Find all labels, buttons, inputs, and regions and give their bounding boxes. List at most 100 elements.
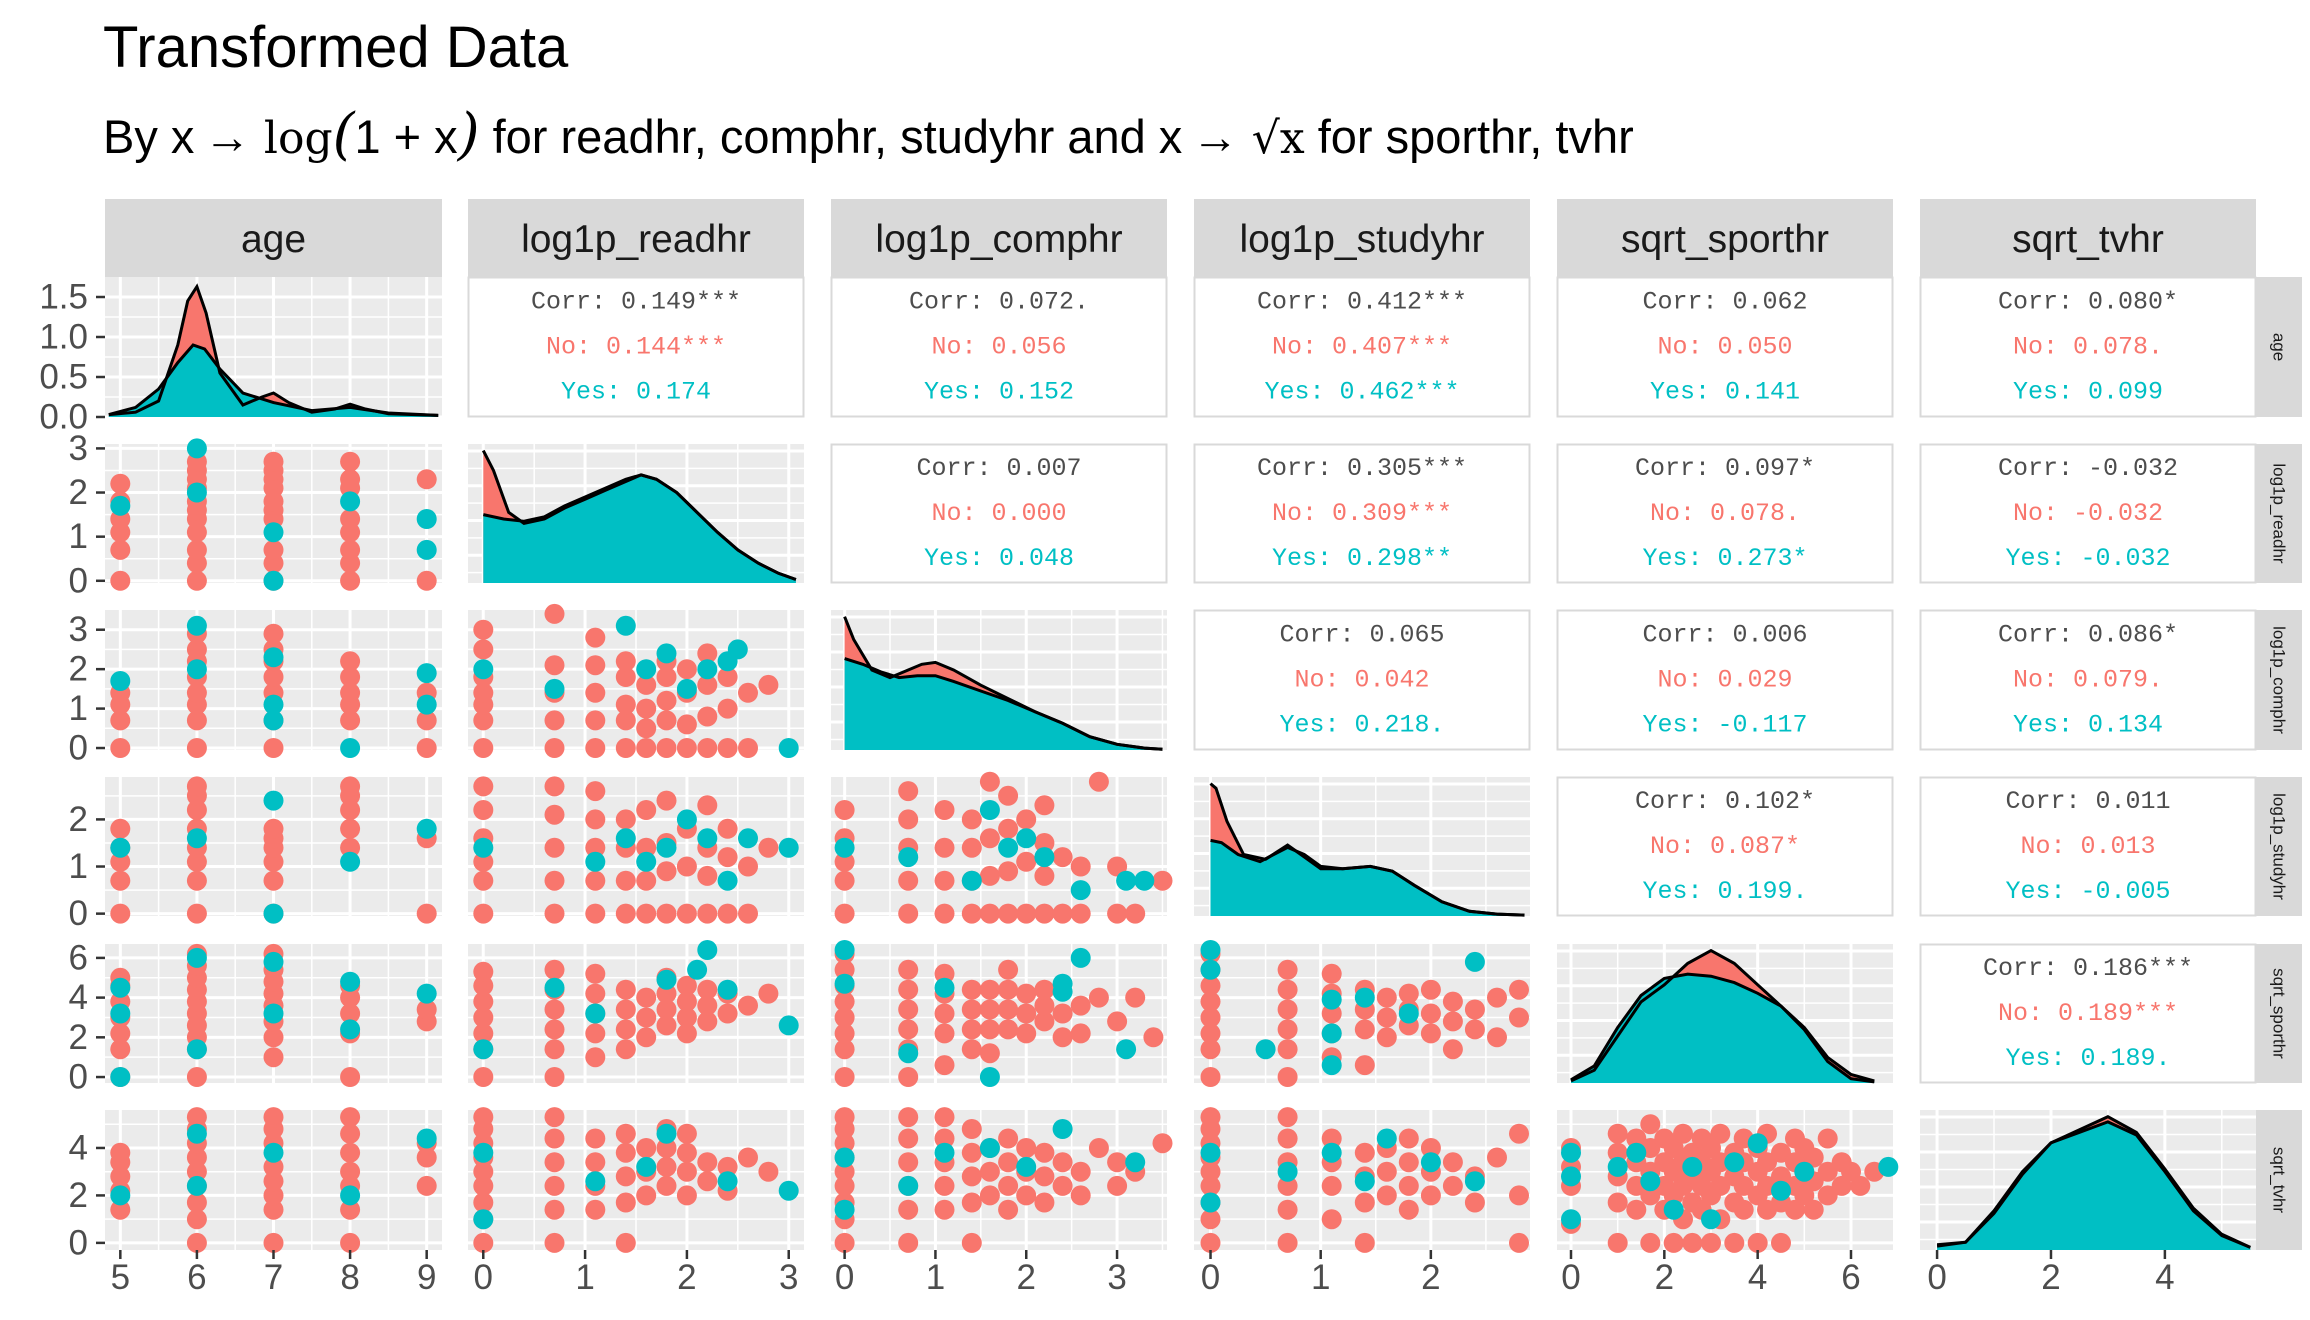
scatter-point-no	[1354, 1055, 1375, 1076]
scatter-point-yes	[110, 1185, 131, 1206]
x-tick-label: 0	[1561, 1258, 1580, 1297]
scatter-point-no	[473, 1232, 494, 1253]
scatter-point-no	[934, 837, 955, 858]
subtitle-inner: 1 + x	[354, 110, 458, 163]
scatter-point-no	[263, 818, 284, 839]
corr-no-text: No: 0.407***	[1272, 333, 1452, 362]
x-tick-label: 3	[779, 1258, 798, 1297]
scatter-point-no	[340, 539, 361, 560]
scatter-point-no	[263, 851, 284, 872]
scatter-point-yes	[1794, 1161, 1815, 1182]
scatter-point-no	[585, 983, 606, 1004]
scatter-point-no	[473, 639, 494, 660]
x-tick-label: 0	[835, 1258, 854, 1297]
correlation-panel	[1193, 609, 1531, 751]
scatter-point-yes	[1052, 1119, 1073, 1139]
scatter-point-no	[263, 738, 284, 758]
scatter-point-no	[110, 570, 131, 591]
scatter-point-no	[1321, 1175, 1342, 1196]
correlation-panel	[1556, 609, 1894, 751]
scatter-point-no	[473, 851, 494, 872]
scatter-point-no	[473, 1192, 494, 1213]
y-tick-label: 0	[69, 894, 88, 933]
scatter-point-no	[1794, 1185, 1815, 1206]
scatter-point-no	[961, 999, 982, 1020]
scatter-point-yes	[738, 828, 758, 849]
y-tick-label: 0	[69, 729, 88, 768]
corr-no-text: No: -0.032	[2013, 499, 2163, 528]
scatter-point-yes	[416, 1128, 437, 1149]
scatter-point-no	[1442, 1011, 1463, 1032]
scatter-point-no	[979, 903, 1000, 924]
y-tick-label: 4	[69, 1128, 88, 1167]
y-tick-label: 4	[69, 978, 88, 1017]
scatter-point-no	[1682, 1232, 1703, 1253]
scatter-point-no	[1376, 1185, 1397, 1206]
scatter-point-no	[656, 983, 677, 1004]
scatter-point-no	[1420, 1185, 1441, 1206]
scatter-point-no	[1277, 959, 1298, 980]
y-tick-label: 1.5	[39, 278, 88, 317]
scatter-point-yes	[1682, 1156, 1703, 1177]
scatter-point-yes	[1134, 870, 1155, 891]
scatter-point-no	[263, 1171, 284, 1192]
column-label-sqrt_sporthr: sqrt_sporthr	[1621, 218, 1829, 261]
scatter-point-yes	[340, 738, 361, 758]
corr-overall-text: Corr: 0.072.	[909, 288, 1089, 317]
scatter-point-yes	[186, 947, 207, 968]
scatter-point-yes	[263, 951, 284, 972]
scatter-point-no	[263, 1156, 284, 1177]
scatter-point-yes	[636, 659, 657, 680]
scatter-point-no	[1052, 847, 1073, 868]
scatter-point-yes	[263, 790, 284, 811]
corr-no-text: No: 0.087*	[1650, 832, 1800, 861]
scatter-point-no	[898, 903, 919, 924]
scatter-point-no	[186, 1147, 207, 1168]
scatter-point-yes	[110, 837, 131, 858]
scatter-point-yes	[416, 983, 437, 1004]
scatter-point-yes	[1607, 1156, 1628, 1177]
scatter-point-no	[544, 738, 565, 758]
density-line-yes-log1p_comphr	[844, 657, 1163, 751]
corr-no-text: No: 0.042	[1294, 666, 1429, 695]
scatter-point-yes	[1321, 989, 1342, 1010]
scatter-point-no	[186, 539, 207, 560]
scatter-point-no	[186, 870, 207, 891]
scatter-point-no	[1070, 1161, 1091, 1182]
density-area-yes-log1p_comphr	[844, 658, 1163, 750]
scatter-point-no	[1070, 995, 1091, 1016]
scatter-point-yes	[778, 1180, 799, 1201]
scatter-point-yes	[834, 940, 855, 960]
density-area-yes-age	[108, 345, 439, 417]
scatter-point-no	[676, 991, 697, 1012]
scatter-point-no	[656, 1015, 677, 1036]
subtitle-log: log	[263, 113, 333, 164]
corr-yes-text: Yes: 0.462***	[1264, 378, 1459, 407]
x-tick-label: 2	[677, 1258, 696, 1297]
scatter-point-no	[738, 682, 758, 703]
scatter-point-no	[186, 776, 207, 797]
scatter-point-no	[1626, 1199, 1647, 1220]
scatter-point-no	[1420, 979, 1441, 1000]
scatter-point-no	[544, 1128, 565, 1149]
density-line-yes-log1p_studyhr	[1210, 838, 1525, 917]
scatter-point-no	[979, 1185, 1000, 1206]
correlation-panel	[1919, 443, 2257, 584]
scatter-point-no	[898, 1019, 919, 1040]
scatter-point-no	[834, 991, 855, 1012]
scatter-point-no	[961, 1192, 982, 1213]
scatter-point-no	[1442, 1039, 1463, 1060]
scatter-point-no	[1663, 1232, 1684, 1253]
scatter-point-no	[1509, 1123, 1529, 1144]
scatter-point-no	[186, 851, 207, 872]
scatter-point-no	[1724, 1232, 1745, 1253]
scatter-point-no	[656, 999, 677, 1020]
scatter-point-yes	[416, 663, 437, 684]
scatter-point-no	[1107, 1011, 1128, 1032]
scatter-point-no	[636, 837, 657, 858]
x-tick-label: 6	[1841, 1258, 1860, 1297]
corr-overall-text: Corr: 0.065	[1279, 621, 1444, 650]
scatter-point-no	[998, 903, 1019, 924]
scatter-point-yes	[186, 1039, 207, 1060]
scatter-point-no	[1277, 1175, 1298, 1196]
